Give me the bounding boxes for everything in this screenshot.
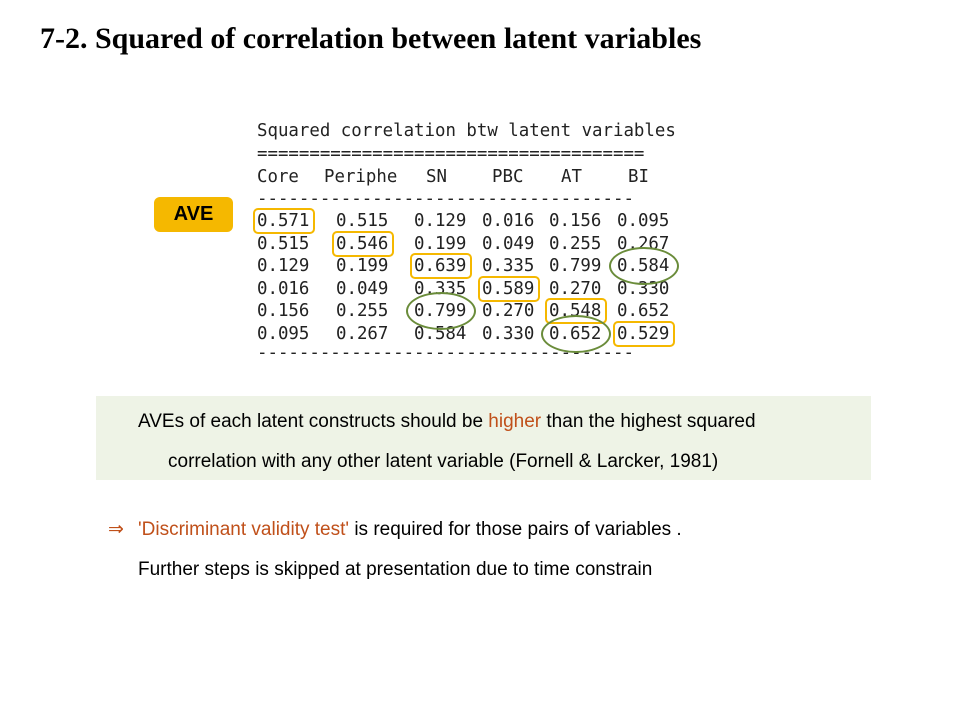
table-cell: 0.330 — [617, 278, 670, 299]
table-cell: 0.156 — [549, 211, 602, 231]
table-cell: 0.639 — [414, 256, 467, 277]
table-cell: 0.129 — [414, 211, 467, 231]
table-cell: 0.156 — [257, 301, 310, 322]
note-line-2: correlation with any other latent variab… — [168, 451, 719, 472]
table-cell: 0.267 — [336, 324, 389, 344]
conclusion-rest: is required for those pairs of variables… — [349, 519, 682, 540]
table-cell: 0.049 — [336, 278, 389, 299]
conclusion-line-2: Further steps is skipped at presentation… — [138, 559, 653, 580]
ave-highlight-box — [410, 253, 472, 280]
note-highlight: higher — [488, 411, 542, 432]
table-cell: 0.515 — [336, 211, 389, 231]
implies-arrow-icon: ⇒ — [108, 519, 124, 540]
table-cell: 0.255 — [336, 301, 389, 322]
column-header: AT — [561, 167, 582, 187]
table-cell: 0.095 — [257, 324, 310, 344]
table-cell: 0.529 — [617, 324, 670, 344]
table-cell: 0.515 — [257, 233, 310, 254]
high-correlation-ellipse — [406, 292, 476, 331]
high-correlation-ellipse — [541, 315, 611, 353]
ave-badge: AVE — [154, 197, 233, 232]
note-line-1: AVEs of each latent constructs should be… — [138, 411, 756, 433]
column-header: SN — [426, 167, 447, 187]
table-cell: 0.546 — [336, 233, 389, 254]
table-cell: 0.049 — [482, 233, 535, 254]
table-cell: 0.255 — [549, 233, 602, 254]
table-double-rule: ===================================== — [257, 144, 645, 164]
table-cell: 0.799 — [549, 256, 602, 277]
column-header: BI — [628, 167, 649, 187]
table-cell: 0.016 — [257, 278, 310, 299]
page-title: 7-2. Squared of correlation between late… — [40, 22, 702, 55]
table-cell: 0.584 — [414, 324, 467, 344]
table-cell: 0.335 — [482, 256, 535, 277]
ave-highlight-box — [332, 230, 394, 257]
table-cell: 0.270 — [549, 278, 602, 299]
table-cell: 0.095 — [617, 211, 670, 231]
table-cell: 0.571 — [257, 211, 310, 231]
column-header: PBC — [492, 167, 524, 187]
table-rule-top: ------------------------------------ — [257, 189, 634, 209]
table-rule-bottom: ------------------------------------ — [257, 343, 634, 363]
criterion-note: AVEs of each latent constructs should be… — [96, 396, 871, 480]
ave-highlight-box — [613, 321, 675, 347]
ave-highlight-box — [478, 275, 540, 302]
table-cell: 0.589 — [482, 278, 535, 299]
table-heading: Squared correlation btw latent variables — [257, 121, 676, 141]
table-cell: 0.652 — [617, 301, 670, 322]
high-correlation-ellipse — [609, 247, 679, 286]
table-cell: 0.199 — [336, 256, 389, 277]
note-text-after: than the highest squared — [541, 411, 756, 432]
table-cell: 0.199 — [414, 233, 467, 254]
table-cell: 0.129 — [257, 256, 310, 277]
table-cell: 0.270 — [482, 301, 535, 322]
column-header: Core — [257, 167, 299, 187]
conclusion-highlight: 'Discriminant validity test' — [138, 519, 350, 540]
note-text-before: AVEs of each latent constructs should be — [138, 411, 489, 432]
table-cell: 0.016 — [482, 211, 535, 231]
table-cell: 0.330 — [482, 324, 535, 344]
ave-highlight-box — [253, 208, 315, 234]
column-header: Periphe — [324, 167, 398, 187]
conclusion-line-1: ⇒ 'Discriminant validity test' is require… — [108, 518, 682, 541]
